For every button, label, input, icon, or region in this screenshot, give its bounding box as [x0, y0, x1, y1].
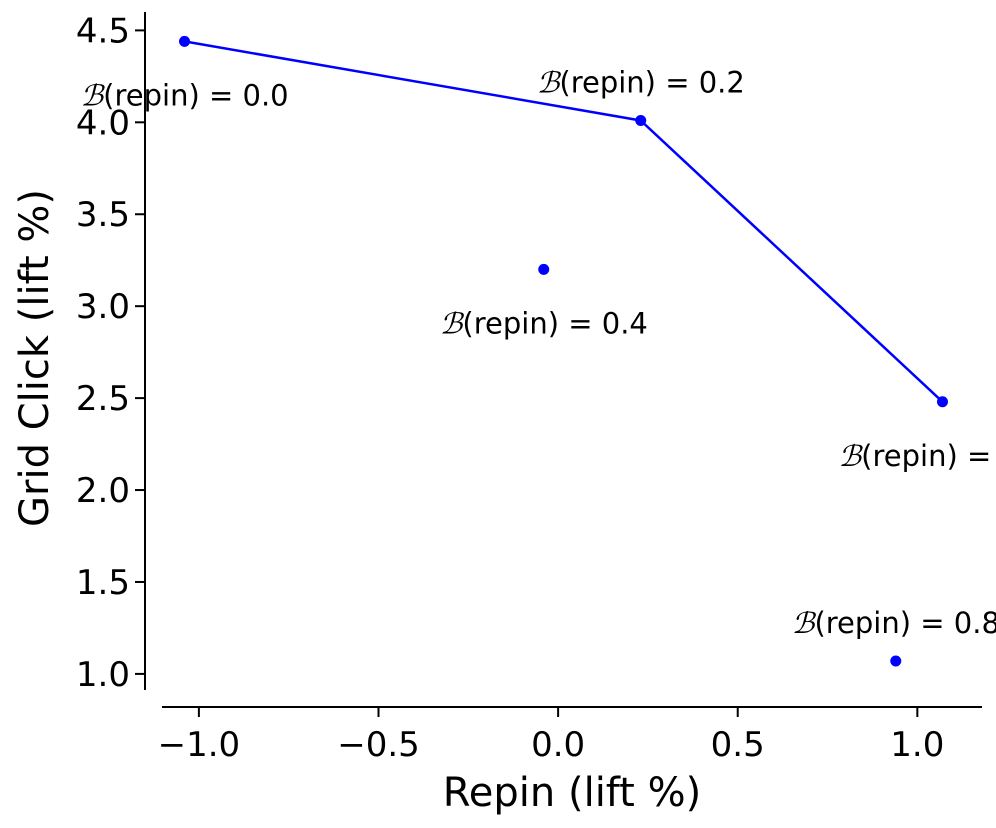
y-axis-title: Grid Click (lift %)	[12, 189, 58, 527]
point-annotation: ℬ(repin) = 0.0	[80, 78, 288, 112]
data-point	[179, 35, 191, 47]
point-annotation: ℬ(repin) = 0.6	[838, 439, 996, 473]
annotation-symbol: ℬ	[440, 306, 465, 340]
x-tick-label: 0.0	[531, 725, 585, 765]
annotation-symbol: ℬ	[80, 78, 105, 112]
y-tick-label: 2.5	[76, 379, 130, 419]
x-tick-label: −0.5	[337, 725, 420, 765]
x-tick-label: 0.5	[711, 725, 765, 765]
annotation-text: (repin) = 0.6	[861, 439, 996, 473]
annotation-symbol: ℬ	[792, 606, 817, 640]
axis-spines	[144, 12, 982, 708]
x-tick-label: −1.0	[158, 725, 241, 765]
y-tick-label: 4.0	[76, 103, 130, 143]
y-tick-label: 2.0	[76, 471, 130, 511]
data-point	[936, 396, 948, 408]
x-axis-title: Repin (lift %)	[443, 770, 701, 816]
point-annotation: ℬ(repin) = 0.8	[792, 606, 996, 640]
y-tick-label: 3.5	[76, 195, 130, 235]
y-tick-label: 4.5	[76, 11, 130, 51]
y-axis-ticks: 1.0 1.5 2.0 2.5 3.0 3.5 4.0 4.5	[76, 11, 145, 695]
data-point	[890, 655, 902, 667]
x-axis-ticks: −1.0 −0.5 0.0 0.5 1.0	[158, 707, 944, 765]
y-tick-label: 1.5	[76, 563, 130, 603]
annotation-symbol: ℬ	[838, 439, 863, 473]
y-tick-label: 3.0	[76, 287, 130, 327]
annotation-text: (repin) = 0.2	[559, 65, 744, 99]
point-annotation: ℬ(repin) = 0.4	[440, 306, 648, 340]
data-points	[179, 35, 948, 667]
y-tick-label: 1.0	[76, 655, 130, 695]
data-point	[635, 114, 647, 126]
data-point	[538, 263, 550, 275]
annotation-symbol: ℬ	[537, 65, 562, 99]
point-annotations: ℬ(repin) = 0.0 ℬ(repin) = 0.2ℬ(repin) = 0…	[80, 65, 996, 640]
point-annotation: ℬ(repin) = 0.2	[537, 65, 745, 99]
annotation-text: (repin) = 0.0	[103, 78, 288, 112]
annotation-text: (repin) = 0.8	[814, 606, 996, 640]
x-tick-label: 1.0	[890, 725, 944, 765]
annotation-text: (repin) = 0.4	[462, 306, 647, 340]
